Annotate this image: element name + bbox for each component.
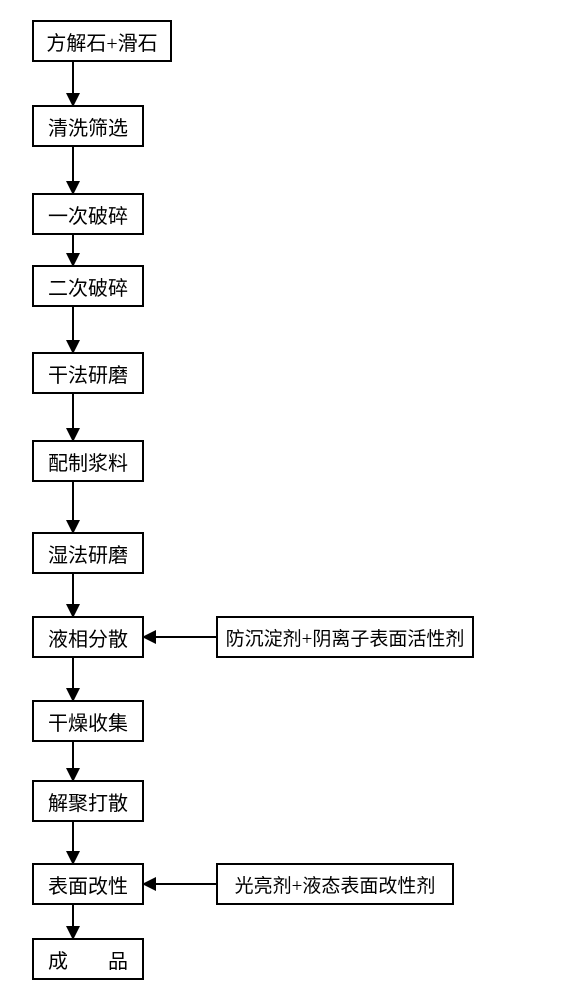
node-second-crush: 二次破碎: [32, 265, 144, 307]
node-label: 表面改性: [48, 870, 128, 899]
node-product: 成 品: [32, 938, 144, 980]
node-liquid-disperse: 液相分散: [32, 616, 144, 658]
flowchart-container: 方解石+滑石 清洗筛选 一次破碎 二次破碎 干法研磨 配制浆料 湿法研磨 液相分…: [20, 20, 544, 980]
arrows-layer: [20, 20, 544, 980]
node-surface-modify: 表面改性: [32, 863, 144, 905]
node-label: 清洗筛选: [48, 112, 128, 141]
node-dry-collect: 干燥收集: [32, 700, 144, 742]
node-dry-grind: 干法研磨: [32, 352, 144, 394]
node-prepare-slurry: 配制浆料: [32, 440, 144, 482]
node-label: 液相分散: [48, 623, 128, 652]
node-label: 一次破碎: [48, 200, 128, 229]
node-label: 成 品: [48, 945, 128, 974]
node-label: 防沉淀剂+阴离子表面活性剂: [226, 624, 465, 651]
node-first-crush: 一次破碎: [32, 193, 144, 235]
node-clean-screen: 清洗筛选: [32, 105, 144, 147]
node-label: 湿法研磨: [48, 539, 128, 568]
node-label: 配制浆料: [48, 447, 128, 476]
node-raw-materials: 方解石+滑石: [32, 20, 172, 62]
node-wet-grind: 湿法研磨: [32, 532, 144, 574]
node-additive-2: 光亮剂+液态表面改性剂: [216, 863, 454, 905]
node-additive-1: 防沉淀剂+阴离子表面活性剂: [216, 616, 474, 658]
node-label: 干法研磨: [48, 359, 128, 388]
node-label: 干燥收集: [48, 707, 128, 736]
node-label: 二次破碎: [48, 272, 128, 301]
node-label: 方解石+滑石: [46, 27, 157, 56]
node-deagglomerate: 解聚打散: [32, 780, 144, 822]
node-label: 光亮剂+液态表面改性剂: [235, 871, 436, 898]
node-label: 解聚打散: [48, 787, 128, 816]
